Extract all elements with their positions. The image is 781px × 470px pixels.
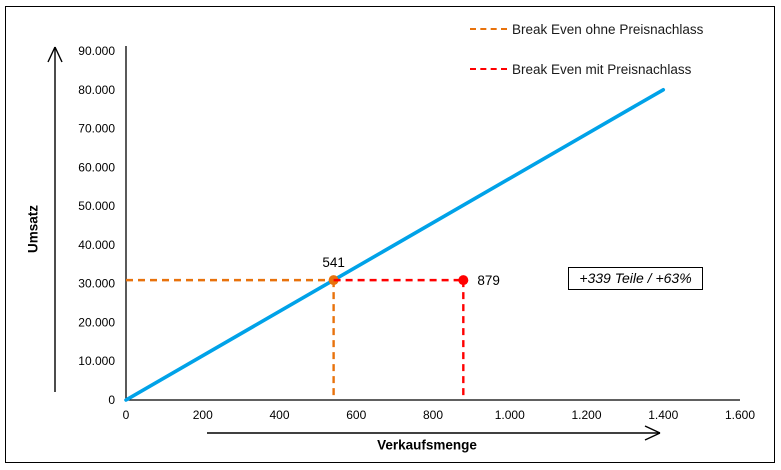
y-tick-label: 80.000	[78, 83, 115, 97]
x-axis-arrowhead	[644, 425, 661, 434]
y-tick-label: 20.000	[78, 315, 115, 329]
legend-label: Break Even ohne Preisnachlass	[512, 21, 704, 37]
x-tick-label: 1.600	[725, 408, 755, 422]
x-tick-label: 600	[346, 408, 366, 422]
y-axis-arrowhead	[54, 46, 63, 63]
break-even-value-label: 879	[477, 273, 500, 288]
y-tick-label: 60.000	[78, 160, 115, 174]
x-tick-label: 1.200	[571, 408, 601, 422]
y-axis-arrowhead	[47, 46, 56, 63]
break-even-point	[458, 275, 469, 286]
orange-dashed-line-icon	[470, 28, 507, 30]
red-dashed-line-icon	[470, 68, 507, 70]
y-axis-title: Umsatz	[25, 204, 41, 254]
delta-annotation: +339 Teile / +63%	[568, 267, 703, 290]
legend-item-ohne-preisnachlass: Break Even ohne Preisnachlass	[470, 18, 703, 40]
y-tick-label: 0	[108, 393, 115, 407]
y-tick-label: 90.000	[78, 44, 115, 58]
y-tick-label: 50.000	[78, 199, 115, 213]
x-tick-label: 0	[123, 408, 130, 422]
legend: Break Even ohne Preisnachlass Break Even…	[470, 18, 703, 98]
break-even-value-label: 541	[322, 255, 345, 270]
x-tick-label: 400	[269, 408, 289, 422]
x-axis-arrowhead	[644, 432, 661, 441]
y-tick-label: 70.000	[78, 122, 115, 136]
x-axis-title: Verkaufsmenge	[377, 437, 477, 453]
legend-item-mit-preisnachlass: Break Even mit Preisnachlass	[470, 58, 703, 80]
y-tick-label: 40.000	[78, 238, 115, 252]
x-tick-label: 200	[193, 408, 213, 422]
x-tick-label: 800	[423, 408, 443, 422]
y-tick-label: 10.000	[78, 354, 115, 368]
revenue-line	[124, 87, 666, 402]
x-tick-label: 1.000	[495, 408, 525, 422]
legend-label: Break Even mit Preisnachlass	[512, 61, 692, 77]
x-tick-label: 1.400	[648, 408, 678, 422]
y-tick-label: 30.000	[78, 277, 115, 291]
